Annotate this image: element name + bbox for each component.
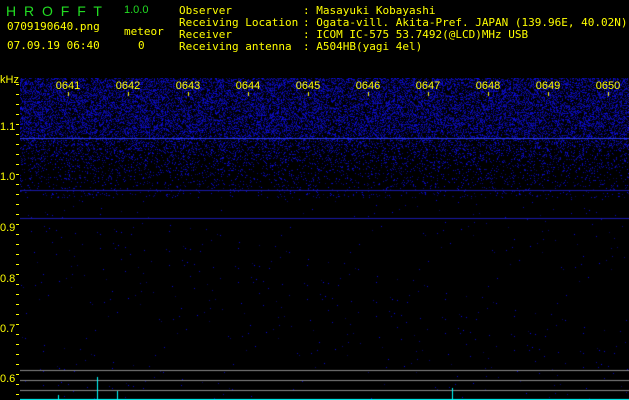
freq-tick — [16, 224, 19, 225]
freq-tick — [16, 174, 19, 175]
freq-tick — [16, 154, 19, 155]
freq-tick — [16, 294, 19, 295]
app-version: 1.0.0 — [124, 4, 149, 16]
meteor-count: 0 — [138, 39, 145, 52]
freq-tick — [16, 334, 19, 335]
time-label: 0645 — [295, 80, 321, 92]
time-label: 0647 — [415, 80, 441, 92]
freq-tick — [16, 314, 19, 315]
freq-tick — [16, 284, 19, 285]
freq-tick — [16, 264, 19, 265]
freq-label: 0.6 — [0, 373, 16, 385]
freq-tick — [16, 324, 19, 325]
freq-tick — [16, 124, 19, 125]
freq-tick — [16, 104, 19, 105]
spectrogram — [20, 78, 629, 400]
freq-tick — [16, 94, 19, 95]
freq-tick — [16, 114, 19, 115]
freq-tick — [16, 134, 19, 135]
meteor-label: meteor — [124, 25, 164, 38]
time-label: 0650 — [595, 80, 621, 92]
time-label: 0646 — [355, 80, 381, 92]
freq-tick — [16, 344, 19, 345]
freq-tick — [16, 354, 19, 355]
filename: 0709190640.png — [7, 20, 100, 33]
freq-tick — [16, 144, 19, 145]
freq-label: 0.9 — [0, 222, 16, 234]
time-label: 0643 — [175, 80, 201, 92]
freq-tick — [16, 364, 19, 365]
info-antenna: Receiving antenna: A504HB(yagi 4el) — [179, 40, 423, 53]
info-observer: Observer: Masayuki Kobayashi — [179, 4, 436, 17]
datetime: 07.09.19 06:40 — [7, 39, 100, 52]
freq-label: 0.7 — [0, 323, 16, 335]
freq-tick — [16, 244, 19, 245]
freq-tick — [16, 234, 19, 235]
freq-tick — [16, 194, 19, 195]
freq-tick — [16, 204, 19, 205]
freq-tick — [16, 184, 19, 185]
freq-unit: kHz — [0, 74, 19, 86]
freq-label: 0.8 — [0, 273, 16, 285]
info-location: Receiving Location: Ogata-vill. Akita-Pr… — [179, 16, 628, 29]
freq-tick — [16, 374, 19, 375]
freq-tick — [16, 254, 19, 255]
freq-tick — [16, 164, 19, 165]
time-label: 0642 — [115, 80, 141, 92]
info-receiver: Receiver: ICOM IC-575 53.7492(@LCD)MHz U… — [179, 28, 529, 41]
time-label: 0644 — [235, 80, 261, 92]
freq-label: 1.1 — [0, 121, 16, 133]
freq-tick — [16, 384, 19, 385]
freq-tick — [16, 84, 19, 85]
time-label: 0648 — [475, 80, 501, 92]
freq-tick — [16, 214, 19, 215]
app-title: H R O F F T — [6, 3, 104, 19]
freq-tick — [16, 274, 19, 275]
freq-label: 1.0 — [0, 171, 16, 183]
time-label: 0641 — [55, 80, 81, 92]
freq-tick — [16, 394, 19, 395]
freq-tick — [16, 304, 19, 305]
time-label: 0649 — [535, 80, 561, 92]
info-block: Observer: Masayuki Kobayashi Receiving Lo… — [179, 5, 628, 53]
